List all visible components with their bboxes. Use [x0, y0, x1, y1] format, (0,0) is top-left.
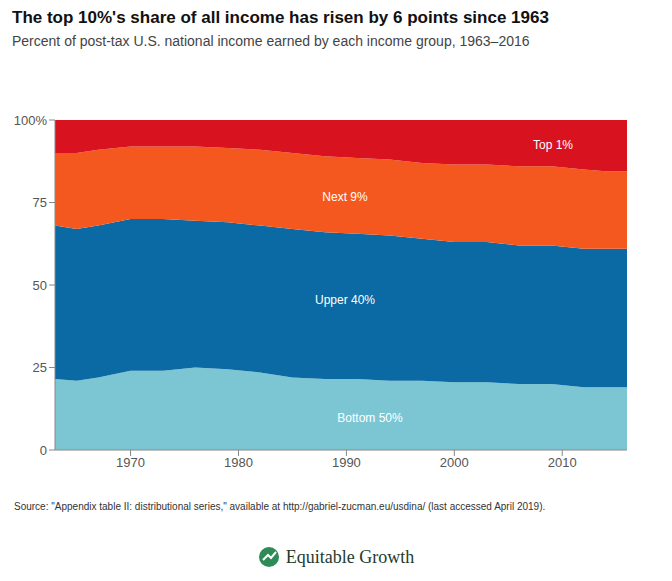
svg-text:1970: 1970	[116, 455, 145, 470]
html-text:Top 1%: Top 1%	[533, 138, 573, 152]
svg-text:25: 25	[33, 360, 47, 375]
svg-text:75: 75	[33, 195, 47, 210]
html-text:Bottom 50%: Bottom 50%	[337, 411, 403, 425]
svg-text:2000: 2000	[440, 455, 469, 470]
html-text:Equitable Growth: Equitable Growth	[285, 546, 415, 567]
html-text:Percent of post-tax U.S. natio: Percent of post-tax U.S. national income…	[12, 33, 530, 49]
html-text:Upper 40%: Upper 40%	[315, 293, 375, 307]
svg-text:1990: 1990	[332, 455, 361, 470]
svg-text:1980: 1980	[224, 455, 253, 470]
html-text:Next 9%: Next 9%	[322, 190, 368, 204]
svg-text:50: 50	[33, 278, 47, 293]
html-text:The top 10%'s share of all inc: The top 10%'s share of all income has ri…	[12, 8, 549, 27]
svg-text:100%: 100%	[14, 113, 48, 128]
html-text:Source: "Appendix table II: di: Source: "Appendix table II: distribution…	[14, 501, 546, 512]
svg-text:2010: 2010	[548, 455, 577, 470]
svg-text:0: 0	[40, 443, 47, 458]
